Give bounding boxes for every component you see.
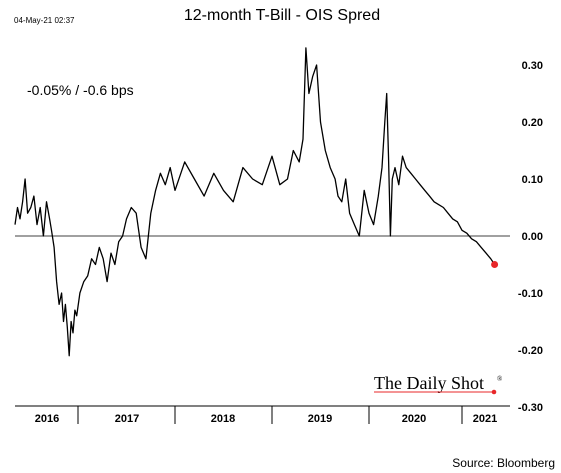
logo-dot [491,389,497,395]
x-axis-ticks: 2016 2017 2018 2019 2020 2021 [35,406,497,425]
x-tick-label: 2020 [402,413,426,425]
x-tick-label: 2016 [35,413,59,425]
y-tick-label: 0.00 [522,231,543,243]
x-tick-label: 2021 [473,413,497,425]
logo-text: The Daily Shot [374,373,484,393]
source-note: Source: Bloomberg [452,456,555,470]
chart-title: 12-month T-Bill - OIS Spred [184,7,380,24]
timestamp: 04-May-21 02:37 [14,16,75,25]
y-tick-label: 0.10 [522,174,543,186]
y-axis-ticks: 0.30 0.20 0.10 0.00 -0.10 -0.20 -0.30 [518,60,543,414]
registered-mark: ® [497,375,503,383]
y-tick-label: -0.20 [518,345,543,357]
y-tick-label: -0.10 [518,288,543,300]
spread-series-line [14,47,496,357]
y-tick-label: -0.30 [518,402,543,414]
last-data-point [491,261,499,268]
spread-annotation: -0.05% / -0.6 bps [27,82,134,98]
x-tick-label: 2018 [211,413,235,425]
daily-shot-logo: The Daily Shot ® [374,373,503,395]
x-tick-label: 2017 [115,413,139,425]
y-tick-label: 0.20 [522,117,543,129]
x-tick-label: 2019 [308,413,332,425]
y-tick-label: 0.30 [522,60,543,72]
